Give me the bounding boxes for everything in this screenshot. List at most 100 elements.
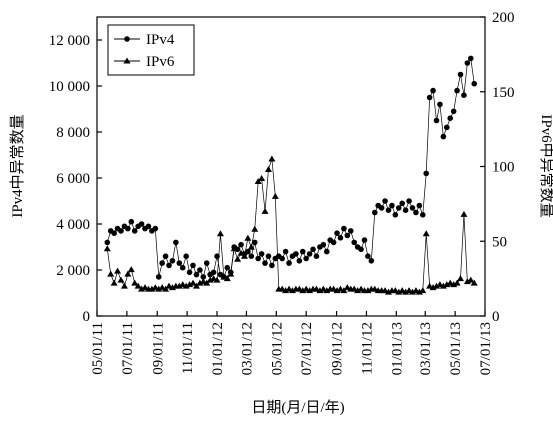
x-tick-label: 07/01/11 [120,322,136,375]
legend-marker [123,57,131,64]
circle-marker [193,271,200,278]
y-tick-label: 8 000 [56,125,90,141]
triangle-marker [103,245,111,252]
circle-marker [159,260,165,266]
circle-marker [423,170,430,177]
circle-marker [145,223,152,230]
x-tick-label: 07/01/12 [299,322,315,375]
x-tick-label: 09/01/11 [150,322,166,375]
circle-marker [169,258,176,264]
circle-marker [330,239,337,246]
y-tick-label: 12 000 [49,33,90,49]
circle-marker [265,253,272,259]
circle-marker [269,262,275,269]
circle-marker [358,246,364,253]
circle-marker [306,251,313,257]
triangle-marker [251,225,259,232]
x-tick-label: 07/01/13 [478,322,494,375]
circle-marker [440,133,447,140]
x-tick-label: 05/01/12 [269,322,285,375]
circle-marker [200,274,207,280]
circle-marker [365,253,371,259]
circle-marker [385,207,392,213]
y-tick-label: 0 [83,309,91,325]
circle-marker [341,225,347,232]
circle-marker [461,92,467,98]
circle-marker [111,230,117,236]
circle-marker [255,255,261,262]
circle-marker [224,264,231,271]
circle-marker [152,225,159,232]
x-tick-label: 03/01/12 [239,322,255,375]
circle-marker [248,253,255,259]
circle-marker [258,251,265,257]
y-tick-label: 6 000 [56,171,90,187]
triangle-marker [189,279,197,286]
circle-marker [467,55,474,62]
triangle-marker [460,210,468,217]
triangle-marker [216,230,224,237]
circle-marker [118,228,124,234]
circle-marker [395,205,402,211]
triangle-marker [247,243,255,250]
triangle-marker [117,276,125,283]
triangle-marker [227,270,235,277]
circle-marker [351,239,357,246]
circle-marker [203,260,210,266]
triangle-marker [244,234,252,241]
triangle-marker [230,245,238,252]
circle-marker [344,232,351,239]
circle-marker [279,255,285,262]
series-line [106,158,475,293]
circle-marker [179,264,186,271]
circle-marker [454,87,460,94]
x-tick-label: 09/01/12 [330,322,346,375]
circle-marker [299,248,306,255]
x-tick-label: 01/01/13 [389,322,405,375]
circle-marker [361,237,368,243]
circle-marker [464,60,471,66]
triangle-marker [467,276,475,283]
triangle-marker [110,279,118,286]
circle-marker [406,198,412,204]
y-tick-label: 4 000 [56,217,90,233]
y-axis-label: IPv4中异常数量 [9,114,26,217]
triangle-marker [268,155,276,162]
x-tick-label: 03/01/13 [418,322,434,375]
circle-marker [389,202,395,209]
triangle-marker [240,252,248,259]
triangle-marker [120,282,128,289]
circle-marker [104,239,111,246]
triangle-marker [264,165,272,172]
x-tick-label: 05/01/11 [90,322,106,375]
circle-marker [419,212,426,218]
circle-marker [409,205,416,211]
circle-marker [176,260,183,266]
circle-marker [245,248,251,255]
circle-marker [313,253,320,259]
circle-marker [450,108,457,115]
triangle-marker [134,282,142,289]
triangle-marker [213,276,221,283]
circle-marker [371,209,378,216]
circle-marker [186,269,193,276]
circle-marker [138,221,145,227]
x-tick-label: 11/01/11 [180,322,196,374]
circle-marker [443,124,450,131]
x-axis-label: 日期(月/日/年) [251,399,344,416]
circle-marker [173,239,179,246]
triangle-marker [237,249,245,256]
triangle-marker [223,275,231,282]
circle-marker [368,258,375,264]
y-tick-label: 2 000 [56,263,90,279]
y2-tick-label: 100 [492,160,515,176]
circle-marker [437,101,443,108]
circle-marker [323,248,330,255]
circle-marker [238,241,244,248]
circle-marker [310,246,316,253]
triangle-marker [470,279,478,286]
circle-marker [426,94,433,101]
triangle-marker [234,255,242,262]
circle-marker [378,205,385,211]
